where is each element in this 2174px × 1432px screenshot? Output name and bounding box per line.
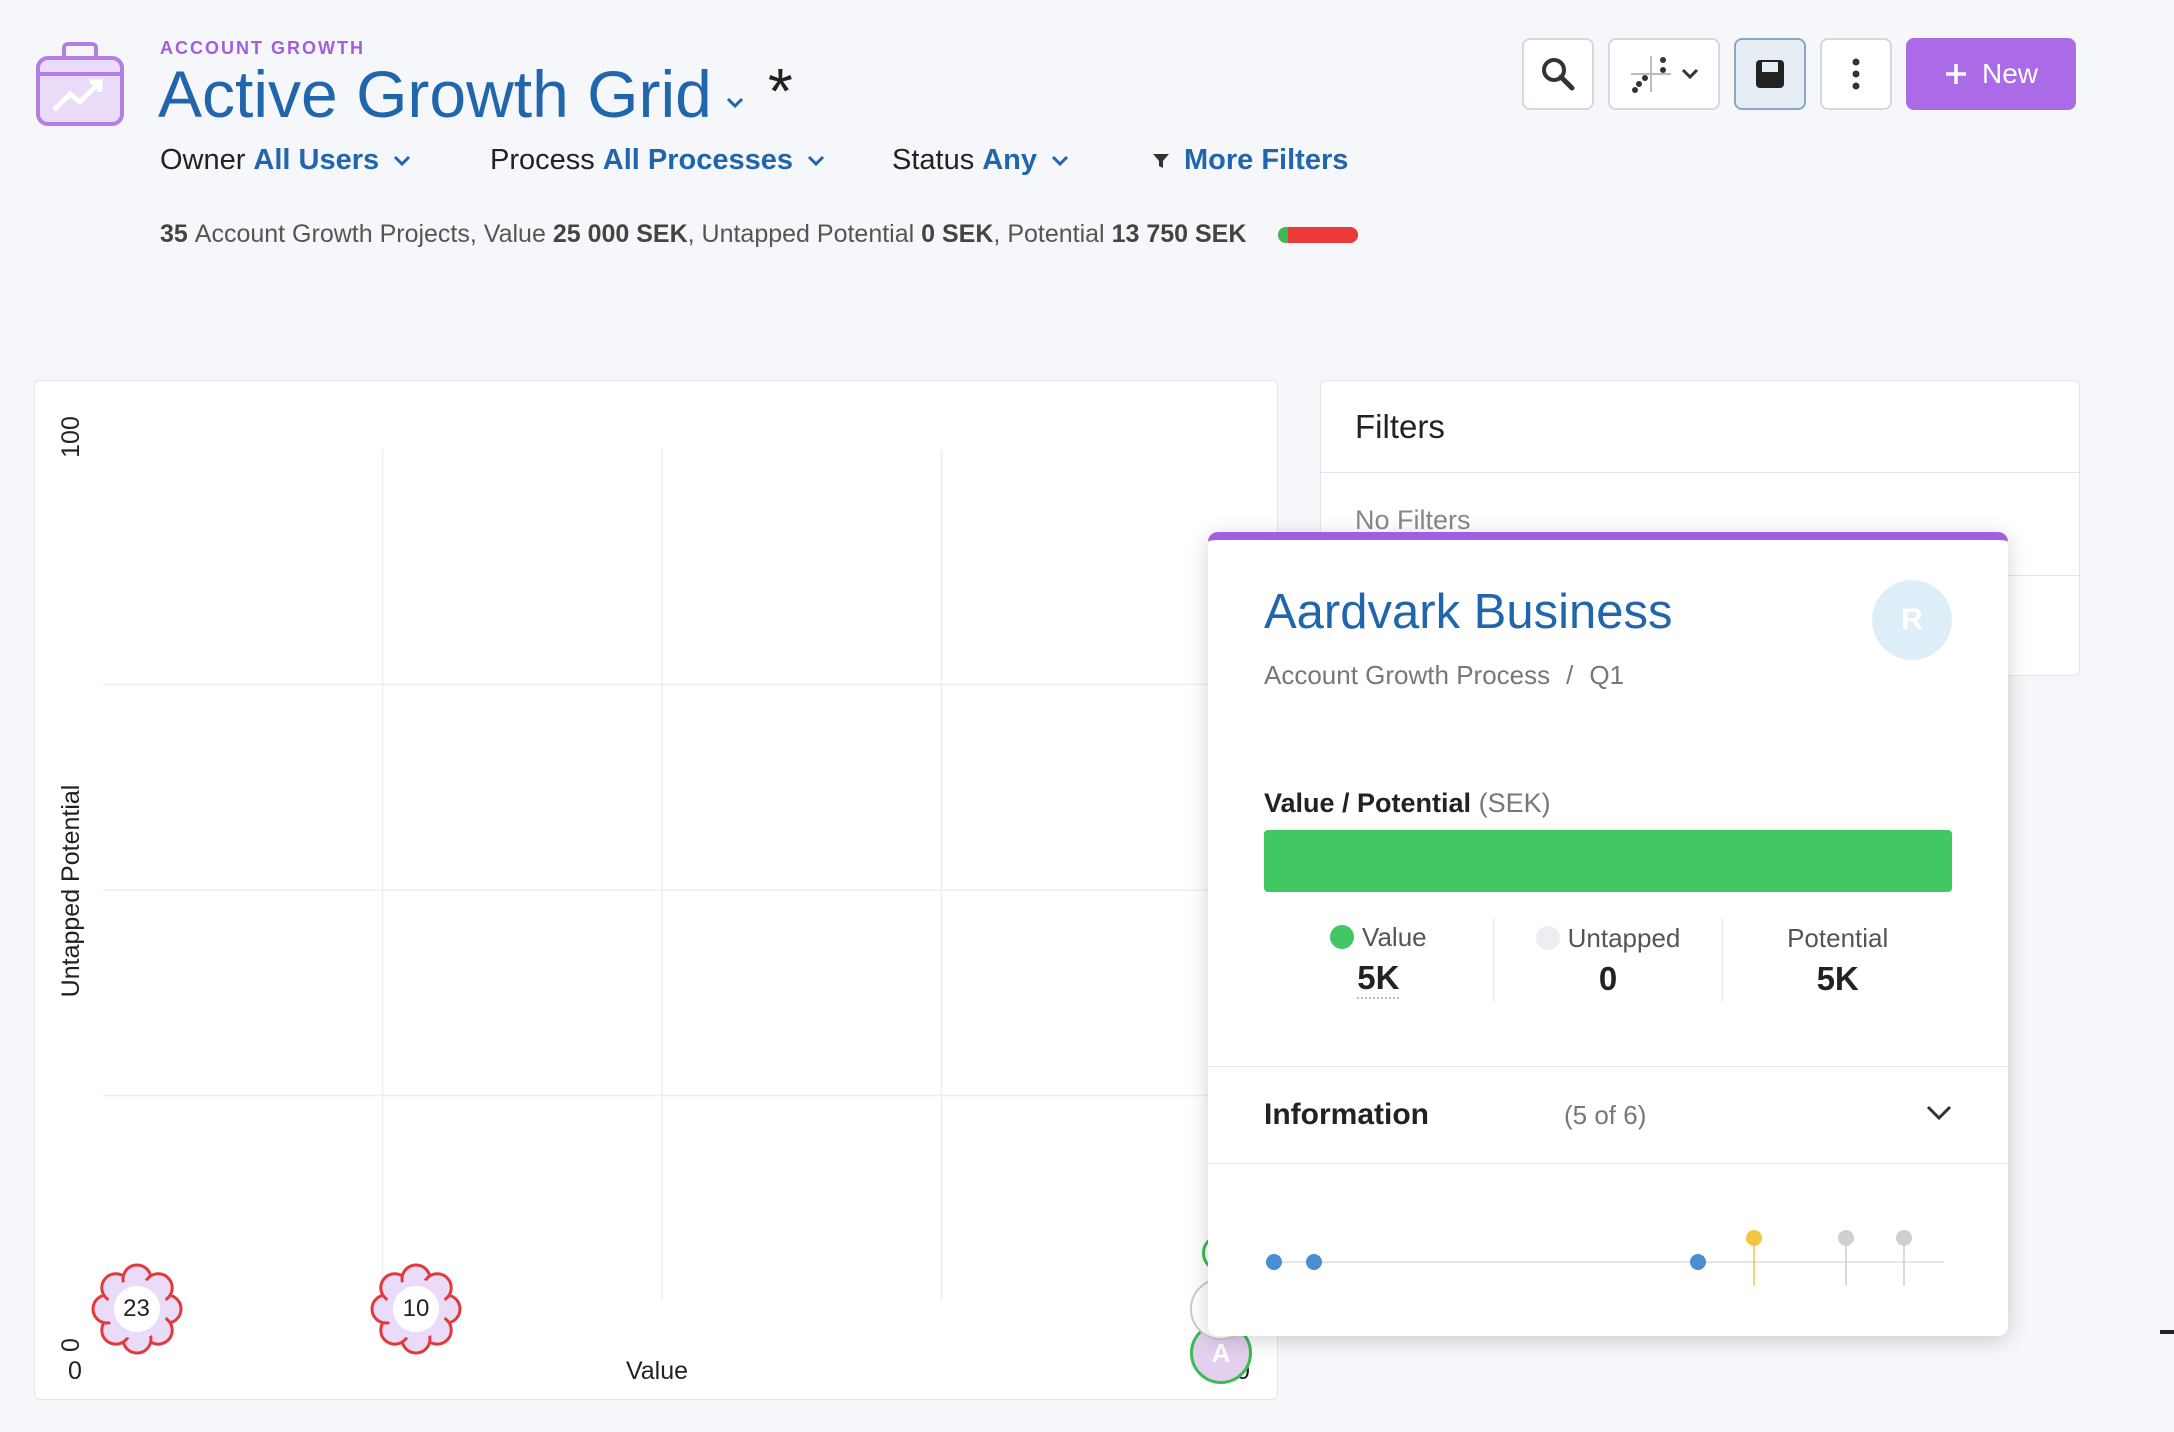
summary-progress-bar: [1278, 226, 1359, 243]
information-count: (5 of 6): [1564, 1099, 1647, 1130]
owner-filter-label: Owner: [160, 144, 246, 176]
chevron-down-icon: [394, 155, 411, 166]
cluster-count: 23: [113, 1286, 160, 1332]
status-filter[interactable]: Status Any: [892, 144, 1152, 177]
project-stage[interactable]: Q1: [1589, 660, 1625, 690]
more-options-button[interactable]: [1820, 38, 1892, 110]
scatter-grid-icon: [1631, 56, 1671, 93]
process-filter[interactable]: Process All Processes: [490, 144, 892, 177]
new-button-label: New: [1981, 58, 2038, 89]
summary-remaining-fill: [1287, 226, 1359, 243]
value-potential-heading: Value / Potential (SEK): [1264, 788, 1551, 819]
timeline-event[interactable]: [1306, 1254, 1322, 1270]
new-button[interactable]: New: [1906, 38, 2076, 110]
project-detail-popup[interactable]: Aardvark Business Account Growth Process…: [1208, 532, 2008, 1336]
stat-untapped-label: Untapped: [1567, 922, 1681, 953]
summary-count-text: Account Growth Projects, Value: [194, 220, 546, 248]
owner-filter-value: All Users: [253, 144, 380, 176]
information-label: Information: [1264, 1098, 1429, 1131]
title-row: Active Growth Grid *: [158, 55, 793, 132]
kebab-menu-icon: [1852, 58, 1860, 90]
value-stats: Value 5K Untapped 0 Potential 5K: [1264, 918, 1952, 1002]
funnel-icon: [1153, 153, 1169, 168]
status-filter-label: Status: [892, 144, 975, 176]
untapped-legend-dot: [1535, 926, 1560, 950]
summary-potential: 13 750 SEK: [1111, 220, 1247, 248]
owner-avatar[interactable]: R: [1872, 580, 1952, 660]
stat-value-label: Value: [1362, 921, 1427, 952]
toolbar: New: [1522, 38, 2076, 110]
chevron-down-icon: [1926, 1105, 1952, 1121]
title-dropdown-icon[interactable]: [726, 97, 744, 109]
x-axis-min-label: 0: [68, 1357, 82, 1385]
activity-timeline: [1266, 1230, 1944, 1286]
timeline-event[interactable]: [1896, 1230, 1912, 1246]
window-edge: [2160, 1330, 2174, 1334]
search-button[interactable]: [1522, 38, 1594, 110]
search-icon: [1542, 58, 1575, 91]
chevron-down-icon: [807, 155, 825, 166]
value-legend-dot: [1330, 925, 1355, 949]
view-switcher-button[interactable]: [1608, 38, 1720, 110]
summary-untapped: 0 SEK: [921, 220, 994, 248]
value-potential-bar: [1264, 830, 1952, 892]
process-filter-value: All Processes: [602, 144, 793, 176]
project-breadcrumb: Account Growth Process / Q1: [1264, 660, 1624, 691]
information-section-toggle[interactable]: Information (5 of 6): [1208, 1066, 2008, 1164]
growth-grid-chart: 100 0 Untapped Potential 0 Value 100 231…: [34, 380, 1278, 1400]
owner-filter[interactable]: Owner All Users: [160, 144, 490, 177]
status-filter-value: Any: [982, 144, 1038, 176]
project-count: 35: [160, 220, 188, 248]
stat-potential-amount: 5K: [1816, 959, 1859, 997]
stat-potential-label: Potential: [1787, 922, 1889, 953]
value-potential-label: Value / Potential: [1264, 788, 1472, 818]
y-axis-label: Untapped Potential: [57, 785, 85, 998]
page-title[interactable]: Active Growth Grid: [158, 57, 712, 131]
y-axis-max-label: 100: [57, 416, 85, 458]
project-process[interactable]: Account Growth Process: [1264, 660, 1551, 690]
cluster-marker[interactable]: 10: [370, 1263, 462, 1355]
value-potential-fill: [1264, 830, 1952, 892]
x-axis-label: Value: [626, 1357, 688, 1385]
cluster-marker[interactable]: 23: [91, 1263, 183, 1355]
cluster-count: 10: [393, 1286, 440, 1332]
page-eyebrow: ACCOUNT GROWTH: [160, 38, 365, 58]
chevron-down-icon: [1051, 155, 1069, 166]
summary-untapped-text: , Untapped Potential: [687, 220, 915, 248]
save-icon: [1756, 60, 1784, 88]
stat-potential: Potential 5K: [1723, 918, 1952, 1002]
timeline-event[interactable]: [1690, 1254, 1706, 1270]
project-name-link[interactable]: Aardvark Business: [1264, 585, 1673, 639]
chart-grid: [103, 449, 1221, 1301]
summary-value: 25 000 SEK: [552, 220, 688, 248]
timeline-event[interactable]: [1746, 1230, 1762, 1246]
chevron-down-icon: [1681, 68, 1699, 80]
more-filters-label: More Filters: [1184, 144, 1349, 176]
summary-potential-text: , Potential: [993, 220, 1105, 248]
y-axis-min-label: 0: [57, 1338, 85, 1352]
process-filter-label: Process: [490, 144, 595, 176]
unsaved-indicator: *: [767, 55, 793, 127]
stat-untapped-amount: 0: [1598, 959, 1618, 997]
more-filters-link[interactable]: More Filters: [1152, 144, 1348, 177]
filters-panel-title: Filters: [1321, 381, 2079, 473]
value-potential-unit: (SEK): [1478, 788, 1551, 818]
stat-untapped: Untapped 0: [1494, 918, 1724, 1002]
save-button[interactable]: [1734, 38, 1806, 110]
timeline-event[interactable]: [1266, 1254, 1282, 1270]
chart-canvas: 100 0 Untapped Potential 0 Value 100: [57, 416, 1250, 1385]
stat-value-amount[interactable]: 5K: [1357, 959, 1400, 999]
summary-line: 35 Account Growth Projects, Value 25 000…: [160, 220, 1359, 249]
no-filters-text: No Filters: [1355, 505, 1471, 535]
briefcase-growth-icon: [36, 42, 124, 126]
stat-value: Value 5K: [1264, 918, 1494, 1002]
plus-icon: [1945, 64, 1966, 84]
summary-value-fill: [1278, 226, 1288, 243]
filter-bar: Owner All Users Process All Processes St…: [160, 144, 1348, 177]
breadcrumb-separator: /: [1566, 660, 1574, 690]
timeline-event[interactable]: [1838, 1230, 1854, 1246]
